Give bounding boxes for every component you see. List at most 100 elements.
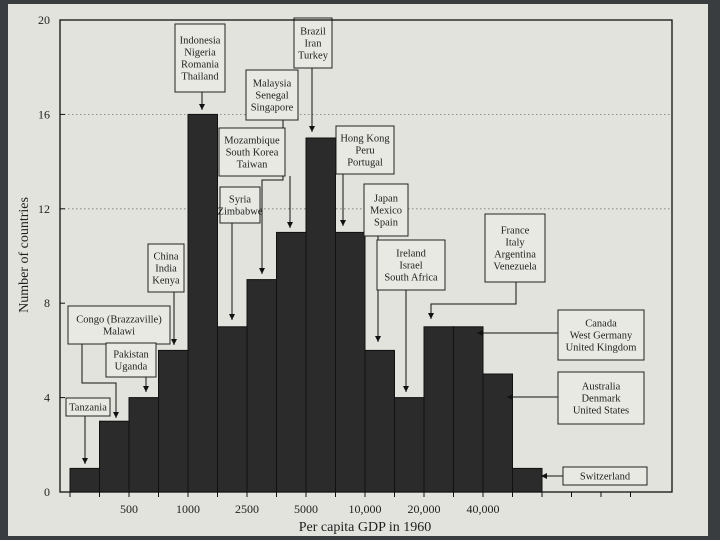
annotation-label: Kenya xyxy=(152,276,180,287)
annotation-arrowhead xyxy=(82,458,88,464)
annotation-label: Thailand xyxy=(181,72,219,83)
annotation-label: Pakistan xyxy=(113,350,149,361)
annotation-label: Portugal xyxy=(347,158,383,169)
annotation-label: Ireland xyxy=(396,249,426,260)
annotation-box-frame xyxy=(65,397,111,417)
annotation-arrowhead xyxy=(428,313,434,319)
x-axis-label: Per capita GDP in 1960 xyxy=(299,520,431,535)
annotation-label: Malawi xyxy=(103,327,135,338)
annotation-label: Argentina xyxy=(494,250,536,261)
annotation-box-frame xyxy=(293,17,333,69)
bar xyxy=(394,397,425,493)
annotation-box-frame xyxy=(174,23,226,93)
x-tick-label: 1000 xyxy=(176,502,200,516)
annotation-label: Nigeria xyxy=(184,48,216,59)
x-tick-label: 500 xyxy=(120,502,138,516)
annotation-label: Israel xyxy=(399,261,422,272)
x-tick-label: 2500 xyxy=(235,502,259,516)
annotation-box-frame xyxy=(67,305,171,345)
annotation-box-frame xyxy=(218,127,286,177)
annotation-arrowhead xyxy=(309,126,315,132)
bar xyxy=(453,326,484,493)
bar xyxy=(246,279,277,493)
annotation-boxes: Tanzania Congo (Brazzaville)Malawi Pakista… xyxy=(65,17,648,486)
plot-frame xyxy=(59,19,673,493)
annotation-label: Senegal xyxy=(255,91,288,102)
annotation-arrowhead xyxy=(477,330,483,336)
annotation-box: Switzerland xyxy=(562,466,648,486)
annotation-label: United States xyxy=(573,406,629,417)
y-tick-label: 16 xyxy=(38,107,50,121)
bar xyxy=(128,397,159,493)
bar xyxy=(423,326,454,493)
x-tick-label: 20,000 xyxy=(408,502,441,516)
annotation-label: Switzerland xyxy=(580,472,631,483)
bar xyxy=(364,349,395,493)
annotation-box: Congo (Brazzaville)Malawi xyxy=(67,305,171,345)
annotation-arrowhead xyxy=(229,314,235,320)
annotation-label: Denmark xyxy=(581,394,621,405)
annotation-box-frame xyxy=(245,69,299,121)
annotation-label: Hong Kong xyxy=(340,134,390,145)
annotation-arrowhead xyxy=(199,104,205,110)
annotation-box-frame xyxy=(335,125,395,175)
x-tick-label: 40,000 xyxy=(467,502,500,516)
annotation-box: Tanzania xyxy=(65,397,111,417)
annotation-arrowhead xyxy=(143,386,149,392)
y-tick-label: 4 xyxy=(44,391,50,405)
annotation-arrowhead xyxy=(340,220,346,226)
annotation-box-frame xyxy=(376,239,446,291)
annotation-label: France xyxy=(501,226,530,237)
annotation-label: Romania xyxy=(181,60,219,71)
annotation-box-frame xyxy=(484,213,546,283)
annotation-box-frame xyxy=(105,342,157,378)
annotation-label: Mexico xyxy=(370,206,402,217)
axes: 0 4 8 12 16 20 500 1000 2500 5000 10,000 20,000 40,0… xyxy=(38,13,673,516)
annotation-label: Mozambique xyxy=(224,136,280,147)
annotation-arrowhead xyxy=(507,394,513,400)
annotation-arrowhead xyxy=(171,339,177,345)
bar xyxy=(482,373,513,493)
x-tick-label: 10,000 xyxy=(349,502,382,516)
annotation-label: Singapore xyxy=(251,103,294,114)
bar xyxy=(187,113,218,493)
annotation-label: Tanzania xyxy=(69,403,107,414)
annotation-arrowhead xyxy=(259,268,265,274)
annotation-label: Malaysia xyxy=(253,79,292,90)
annotation-label: China xyxy=(153,252,178,263)
bar xyxy=(69,467,100,493)
annotation-arrowhead xyxy=(113,412,119,418)
annotation-box-frame xyxy=(562,466,648,486)
bar xyxy=(512,467,543,493)
annotation-leader xyxy=(81,344,117,418)
annotation-arrowhead xyxy=(541,473,547,479)
annotation-label: Congo (Brazzaville) xyxy=(76,315,162,326)
annotation-label: Canada xyxy=(585,319,617,330)
annotation-box-frame xyxy=(557,371,645,425)
annotation-arrowhead xyxy=(287,222,293,228)
annotation-label: Iran xyxy=(305,39,323,50)
y-tick-label: 20 xyxy=(38,13,50,27)
y-axis-label: Number of countries xyxy=(17,197,32,313)
annotation-label: Turkey xyxy=(298,51,329,62)
annotation-label: Indonesia xyxy=(180,36,221,47)
bar xyxy=(305,137,336,493)
annotation-label: Peru xyxy=(355,146,375,157)
annotation-box-frame xyxy=(557,309,645,361)
x-tick-label: 5000 xyxy=(294,502,318,516)
bar xyxy=(158,349,189,493)
annotation-label: Spain xyxy=(374,218,399,229)
annotation-label: Uganda xyxy=(115,362,148,373)
